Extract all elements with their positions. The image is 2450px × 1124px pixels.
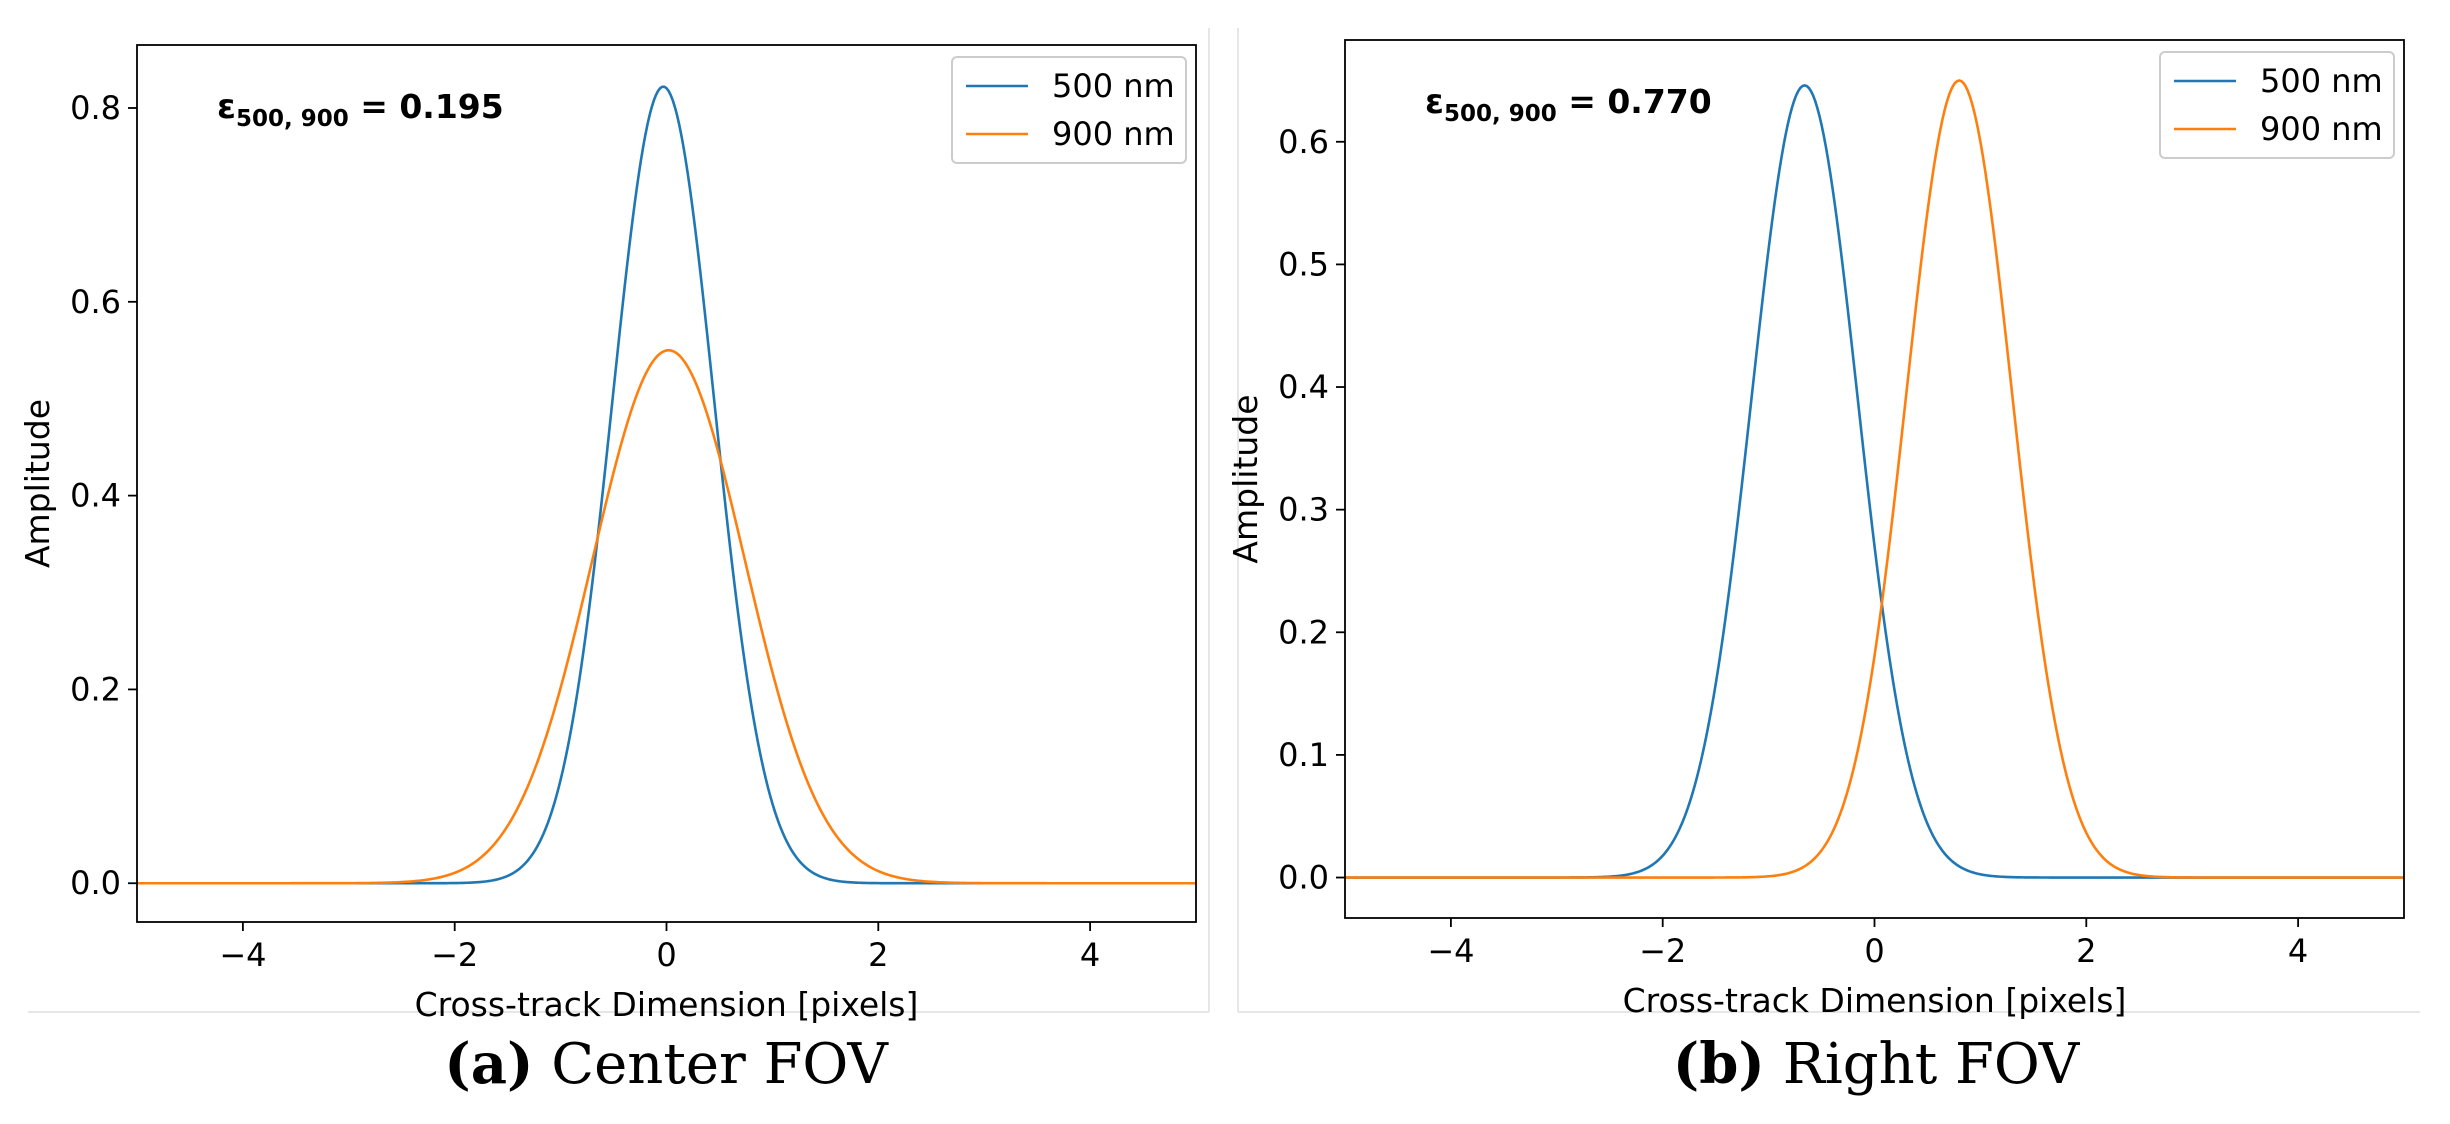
series-line — [1345, 84, 2404, 879]
chart-panel-center-fov: −4 −2 0 2 4 0.0 0.2 0.4 0.6 0.8 Cross-track Dime… — [18, 44, 1197, 1097]
x-tick-label: −4 — [1427, 932, 1474, 970]
epsilon-subscript: 500, 900 — [236, 106, 349, 132]
series-500nm — [137, 85, 1196, 885]
series-900nm — [1345, 79, 2404, 879]
legend-label: 500 nm — [1052, 67, 1175, 105]
y-axis-ticks: 0.0 0.2 0.4 0.6 0.8 — [70, 89, 137, 902]
plot-area — [1344, 39, 2405, 919]
x-axis-ticks: −4 −2 0 2 4 — [219, 922, 1100, 974]
y-axis-label: Amplitude — [1226, 394, 1265, 563]
y-axis-label: Amplitude — [18, 399, 57, 568]
legend-item-500nm: 500 nm — [966, 67, 1175, 105]
caption-label: (b) — [1673, 1031, 1765, 1097]
chart-panel-right-fov: −4 −2 0 2 4 0.0 0.1 0.2 0.3 0.4 0.5 0.6 Cross-trac… — [1226, 39, 2405, 1097]
y-tick-label: 0.5 — [1278, 245, 1329, 283]
epsilon-annotation: ε500, 900 = 0.195 — [217, 87, 504, 132]
legend-item-500nm: 500 nm — [2174, 62, 2383, 100]
x-tick-label: 2 — [868, 936, 888, 974]
x-tick-label: −4 — [219, 936, 266, 974]
y-tick-label: 0.4 — [1278, 368, 1329, 406]
caption-text: Center FOV — [551, 1032, 889, 1097]
y-tick-label: 0.4 — [70, 477, 121, 515]
x-tick-label: −2 — [1639, 932, 1686, 970]
epsilon-symbol: ε — [1425, 82, 1444, 122]
series-500nm — [1345, 84, 2404, 879]
y-tick-label: 0.0 — [1278, 859, 1329, 897]
y-tick-label: 0.8 — [70, 89, 121, 127]
y-tick-label: 0.6 — [70, 283, 121, 321]
epsilon-value: = 0.770 — [1557, 82, 1712, 121]
y-axis-ticks: 0.0 0.1 0.2 0.3 0.4 0.5 0.6 — [1278, 123, 1345, 897]
y-tick-label: 0.1 — [1278, 736, 1329, 774]
legend-label: 500 nm — [2260, 62, 2383, 100]
epsilon-subscript: 500, 900 — [1444, 101, 1557, 127]
epsilon-symbol: ε — [217, 87, 236, 127]
caption-text: Right FOV — [1783, 1032, 2081, 1097]
legend-item-900nm: 900 nm — [2174, 110, 2383, 148]
legend-box — [2159, 51, 2395, 159]
legend: 500 nm 900 nm — [2159, 51, 2395, 159]
x-axis-label: Cross-track Dimension [pixels] — [1623, 981, 2127, 1020]
series-line — [137, 348, 1196, 885]
caption-label: (a) — [444, 1031, 533, 1097]
legend-label: 900 nm — [2260, 110, 2383, 148]
y-tick-label: 0.6 — [1278, 123, 1329, 161]
plot-frame — [1344, 39, 2405, 919]
epsilon-value: = 0.195 — [349, 87, 504, 126]
x-tick-label: −2 — [431, 936, 478, 974]
y-tick-label: 0.0 — [70, 864, 121, 902]
x-tick-label: 2 — [2076, 932, 2096, 970]
figure-caption: (b) Right FOV — [1673, 1031, 2081, 1097]
x-axis-ticks: −4 −2 0 2 4 — [1427, 918, 2308, 970]
y-tick-label: 0.3 — [1278, 491, 1329, 529]
figure-caption: (a) Center FOV — [444, 1031, 889, 1097]
legend: 500 nm 900 nm — [951, 56, 1187, 164]
series-line — [137, 85, 1196, 885]
plot-frame — [136, 44, 1197, 923]
epsilon-annotation: ε500, 900 = 0.770 — [1425, 82, 1712, 127]
x-axis-label: Cross-track Dimension [pixels] — [415, 985, 919, 1024]
x-tick-label: 0 — [656, 936, 676, 974]
plot-area — [136, 44, 1197, 923]
legend-label: 900 nm — [1052, 115, 1175, 153]
x-tick-label: 4 — [1080, 936, 1100, 974]
y-tick-label: 0.2 — [1278, 613, 1329, 651]
y-tick-label: 0.2 — [70, 670, 121, 708]
legend-item-900nm: 900 nm — [966, 115, 1175, 153]
legend-box — [951, 56, 1187, 164]
series-line — [1345, 79, 2404, 879]
x-tick-label: 0 — [1864, 932, 1884, 970]
x-tick-label: 4 — [2288, 932, 2308, 970]
series-900nm — [137, 348, 1196, 885]
